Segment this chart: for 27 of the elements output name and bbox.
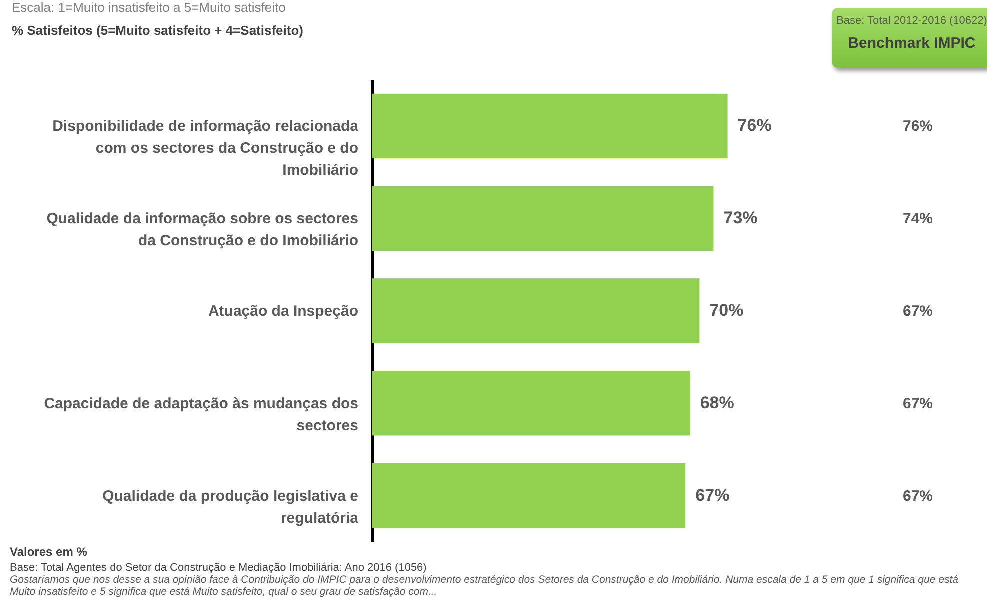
y-tick-label: Capacidade de adaptação às mudanças dos sectores [44, 395, 358, 434]
bar [372, 371, 690, 436]
text: Benchmark IMPIC [847, 35, 977, 52]
text: 74% [902, 210, 934, 228]
data-label: 76% [738, 116, 772, 136]
data-label: 73% [724, 208, 758, 228]
text: 67% [902, 395, 934, 412]
text: Escala: 1=Muito insatisfeito a 5=Muito satisfeito [12, 0, 286, 15]
text: Valores em % [10, 545, 88, 559]
text: 67% [902, 488, 934, 505]
text: % Satisfeitos (5=Muito satisfeito + 4=Satisfeito) [12, 23, 304, 38]
text: 67% [902, 303, 934, 320]
text: 76% [902, 118, 934, 136]
bar [372, 463, 686, 528]
y-tick-label: Qualidade da produção legislativa e regulatória [102, 488, 360, 527]
text: Gostaríamos que nos desse a sua opinião face à Contribuição do IMPIC para o desenvolvimento estratégico dos Setores da Construção e do Imobiliário. Numa escala de 1 a 5 em que 1 significa que está Muito insatisfeito e 5 significa que está Muito satisfeito, qual o seu grau de satisfação com... [10, 574, 960, 598]
data-label: 67% [696, 486, 730, 505]
data-label: 68% [700, 393, 734, 412]
data-label: 70% [710, 301, 744, 320]
text: Base: Total 2012-2016 (10622) [836, 15, 987, 27]
y-tick-label: Atuação da Inspeção [208, 303, 358, 320]
bar [372, 186, 714, 251]
text: Base: Total Agentes do Setor da Construção e Mediação Imobiliária: Ano 2016 (1056) [10, 562, 428, 574]
bar [372, 278, 700, 344]
y-tick-label: Qualidade da informação sobre os sectores da Construção e do Imobiliário [46, 210, 358, 250]
y-tick-label: Disponibilidade de informação relacionada com os sectores da Construção e do Imobiliário [52, 118, 360, 180]
bar [372, 94, 728, 159]
